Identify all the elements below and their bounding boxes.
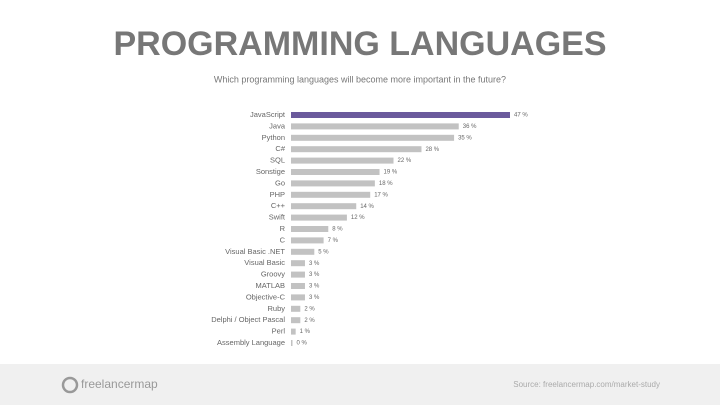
value-label: 14 %	[360, 204, 374, 210]
category-label: C	[280, 235, 286, 244]
value-label: 0 %	[297, 341, 308, 347]
category-label: PHP	[270, 190, 285, 199]
value-label: 1 %	[300, 329, 311, 335]
category-label: Groovy	[261, 270, 285, 279]
value-label: 18 %	[379, 181, 393, 187]
value-label: 17 %	[374, 192, 388, 198]
bar	[291, 157, 394, 164]
category-label: Java	[269, 121, 286, 130]
value-label: 7 %	[328, 238, 339, 244]
bar	[291, 317, 301, 324]
bar	[291, 283, 305, 289]
value-label: 28 %	[425, 147, 439, 153]
value-label: 3 %	[309, 295, 320, 301]
category-label: SQL	[270, 156, 285, 165]
value-label: 2 %	[304, 318, 315, 324]
category-label: Swift	[269, 213, 286, 222]
bar	[291, 260, 305, 267]
value-label: 3 %	[309, 272, 320, 278]
value-label: 8 %	[332, 227, 343, 233]
value-label: 22 %	[398, 158, 412, 164]
category-label: Sonstige	[256, 167, 285, 176]
bar	[291, 328, 296, 335]
value-label: 19 %	[384, 170, 398, 176]
category-label: Go	[275, 178, 285, 187]
category-label: R	[280, 224, 286, 233]
category-label: Ruby	[267, 304, 285, 313]
value-label: 2 %	[304, 306, 315, 312]
value-label: 3 %	[309, 284, 320, 290]
bar	[291, 169, 380, 175]
bar	[291, 237, 324, 244]
category-label: Visual Basic .NET	[225, 247, 285, 256]
logo: freelancermap	[81, 377, 158, 391]
chart-title: PROGRAMMING LANGUAGES	[114, 25, 607, 63]
chart-subtitle: Which programming languages will become …	[214, 74, 506, 84]
category-label: MATLAB	[256, 281, 285, 290]
value-label: 35 %	[458, 135, 472, 141]
bar	[291, 248, 315, 255]
category-label: C#	[275, 144, 285, 153]
category-label: Python	[262, 133, 285, 142]
bar	[291, 112, 510, 118]
bar	[291, 226, 329, 232]
category-label: Visual Basic	[244, 258, 285, 267]
value-label: 47 %	[514, 113, 528, 119]
category-label: Delphi / Object Pascal	[211, 315, 285, 324]
bar	[291, 146, 422, 153]
bar	[291, 305, 301, 312]
bar	[291, 214, 347, 221]
value-label: 3 %	[309, 261, 320, 267]
bar	[291, 180, 375, 187]
value-label: 12 %	[351, 215, 365, 221]
value-label: 36 %	[463, 124, 477, 130]
category-label: Assembly Language	[217, 338, 285, 347]
category-label: JavaScript	[250, 110, 286, 119]
logo-icon	[61, 376, 79, 394]
category-label: Objective-C	[246, 292, 286, 301]
category-label: C++	[271, 201, 286, 210]
bar	[291, 203, 357, 210]
source: Source: freelancermap.com/market-study	[513, 380, 660, 389]
bar	[291, 191, 371, 198]
bar	[291, 294, 305, 301]
category-label: Perl	[272, 327, 286, 336]
bar	[291, 134, 455, 141]
bar	[291, 123, 459, 130]
value-label: 5 %	[318, 249, 329, 255]
footer-band	[0, 364, 720, 405]
bar	[291, 340, 293, 346]
bar	[291, 271, 305, 278]
